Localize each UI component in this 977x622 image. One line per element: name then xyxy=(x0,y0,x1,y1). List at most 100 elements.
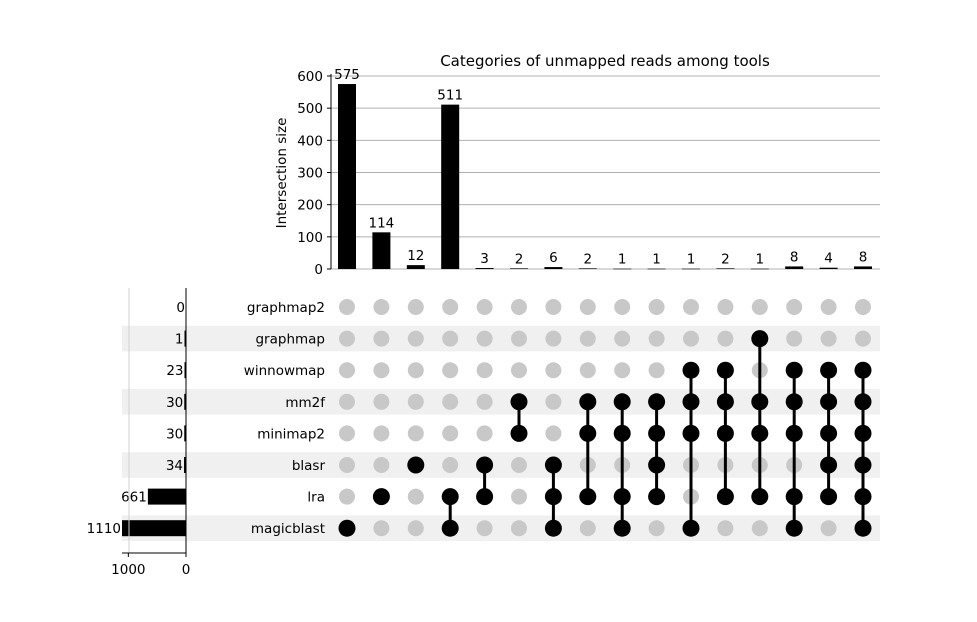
bar-value-label: 6 xyxy=(549,250,558,266)
matrix-dot-active xyxy=(751,330,769,348)
set-size-label: 30 xyxy=(166,426,183,442)
set-size-bar xyxy=(184,362,186,379)
bar-value-label: 8 xyxy=(790,249,799,265)
matrix-dot-active xyxy=(613,393,631,411)
set-size-bar xyxy=(184,393,186,410)
set-name-label: graphmap2 xyxy=(247,300,325,316)
matrix-dot-active xyxy=(854,456,872,474)
matrix-dot-active xyxy=(716,488,734,506)
matrix-dot-active xyxy=(648,456,666,474)
y-tick-label: 500 xyxy=(297,101,323,117)
matrix-dot-inactive xyxy=(614,330,631,347)
matrix-dot-inactive xyxy=(442,425,459,442)
set-size-tick-label: 1000 xyxy=(111,562,145,578)
matrix-dot-active xyxy=(648,488,666,506)
matrix-dot-inactive xyxy=(683,330,699,347)
matrix-dot-inactive xyxy=(511,520,527,537)
matrix-dot-inactive xyxy=(442,393,459,410)
matrix-dot-active xyxy=(682,424,700,442)
bar-value-label: 1 xyxy=(618,252,627,268)
matrix-dot-inactive xyxy=(683,299,699,315)
matrix-dot-inactive xyxy=(407,520,424,537)
matrix-dot-active xyxy=(510,393,528,411)
matrix-dot-inactive xyxy=(545,393,562,410)
matrix-dot-inactive xyxy=(373,520,390,537)
set-name-label: winnowmap xyxy=(244,363,325,379)
matrix-dot-active xyxy=(820,456,838,474)
matrix-dot-inactive xyxy=(648,299,665,315)
matrix-dot-active xyxy=(441,488,459,506)
matrix-dot-inactive xyxy=(648,330,665,347)
matrix-dot-inactive xyxy=(579,330,596,347)
matrix-dot-active xyxy=(751,424,769,442)
bar-value-label: 2 xyxy=(721,251,730,267)
matrix-dot-inactive xyxy=(545,425,562,442)
matrix-dot-inactive xyxy=(820,520,837,537)
intersection-bar xyxy=(716,268,735,269)
matrix-dot-active xyxy=(716,361,734,379)
y-tick-label: 0 xyxy=(314,262,323,278)
matrix-dot-active xyxy=(648,393,666,411)
matrix-dot-inactive xyxy=(407,488,424,505)
matrix-dot-inactive xyxy=(476,393,493,410)
bar-value-label: 1 xyxy=(687,252,696,268)
matrix-dot-inactive xyxy=(373,425,390,442)
matrix-dot-active xyxy=(613,424,631,442)
matrix-dot-inactive xyxy=(511,330,527,347)
set-size-tick-label: 0 xyxy=(182,562,191,578)
matrix-dot-active xyxy=(544,488,562,506)
bar-value-label: 12 xyxy=(407,248,424,264)
intersection-bar xyxy=(406,265,425,269)
intersection-bar xyxy=(338,84,356,270)
bar-value-label: 8 xyxy=(859,249,868,265)
matrix-dot-active xyxy=(854,361,872,379)
set-name-label: magicblast xyxy=(251,521,325,537)
matrix-dot-inactive xyxy=(751,299,768,315)
matrix-dot-active xyxy=(510,424,528,442)
matrix-dot-inactive xyxy=(339,488,355,505)
bar-value-label: 2 xyxy=(584,251,593,267)
y-tick-label: 100 xyxy=(297,230,323,246)
matrix-dot-inactive xyxy=(339,362,355,379)
bar-value-label: 3 xyxy=(480,251,489,267)
matrix-dot-inactive xyxy=(614,362,631,379)
matrix-dot-inactive xyxy=(511,362,527,379)
matrix-dot-active xyxy=(854,488,872,506)
set-size-label: 661 xyxy=(121,490,147,506)
matrix-dot-active xyxy=(682,361,700,379)
matrix-dot-active xyxy=(854,424,872,442)
matrix-dot-inactive xyxy=(442,362,459,379)
intersection-bar xyxy=(510,268,528,269)
matrix-dot-inactive xyxy=(614,299,631,315)
matrix-dot-inactive xyxy=(407,393,424,410)
matrix-dot-inactive xyxy=(476,425,493,442)
matrix-dot-active xyxy=(820,361,838,379)
intersection-bar xyxy=(441,104,460,270)
intersection-bar xyxy=(785,266,804,269)
intersection-bar xyxy=(372,232,391,269)
matrix-dot-inactive xyxy=(476,520,493,537)
matrix-dot-inactive xyxy=(442,457,459,473)
matrix-dot-inactive xyxy=(820,330,837,347)
matrix-dot-inactive xyxy=(339,457,355,473)
matrix-dot-inactive xyxy=(373,362,390,379)
matrix-dot-inactive xyxy=(476,362,493,379)
set-size-bar xyxy=(184,425,186,442)
matrix-dot-active xyxy=(579,424,597,442)
bar-value-label: 114 xyxy=(369,215,395,231)
bar-value-label: 575 xyxy=(334,67,360,83)
matrix-dot-inactive xyxy=(855,330,871,347)
y-tick-label: 200 xyxy=(297,198,323,214)
matrix-dot-active xyxy=(820,424,838,442)
bar-value-label: 4 xyxy=(824,251,833,267)
matrix-dot-inactive xyxy=(373,457,390,473)
matrix-dot-inactive xyxy=(717,520,734,537)
matrix-dot-active xyxy=(544,456,562,474)
matrix-dot-active xyxy=(407,456,425,474)
matrix-dot-active xyxy=(682,519,700,537)
matrix-dot-active xyxy=(751,393,769,411)
matrix-dot-active xyxy=(820,393,838,411)
matrix-dot-active xyxy=(785,424,803,442)
matrix-dot-active xyxy=(441,519,459,537)
matrix-dot-inactive xyxy=(751,520,768,537)
